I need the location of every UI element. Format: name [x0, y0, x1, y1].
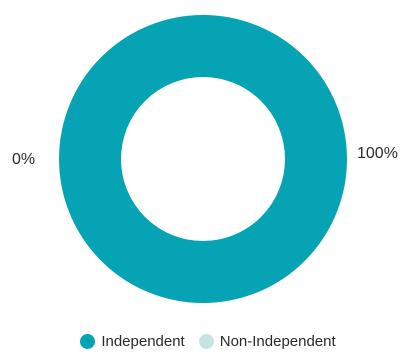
- legend-item-independent: Independent: [80, 333, 185, 350]
- legend-swatch-independent: [80, 334, 96, 349]
- slice-label-independent: 100%: [357, 145, 398, 162]
- legend-item-non-independent: Non-Independent: [198, 333, 336, 350]
- legend-label-non-independent: Non-Independent: [219, 333, 336, 350]
- legend-label-independent: Independent: [101, 333, 185, 350]
- slices: [59, 15, 347, 303]
- slice-independent: [59, 15, 347, 303]
- legend: Independent Non-Independent: [0, 333, 416, 350]
- legend-swatch-non-independent: [198, 334, 214, 349]
- slice-label-non-independent: 0%: [12, 151, 35, 168]
